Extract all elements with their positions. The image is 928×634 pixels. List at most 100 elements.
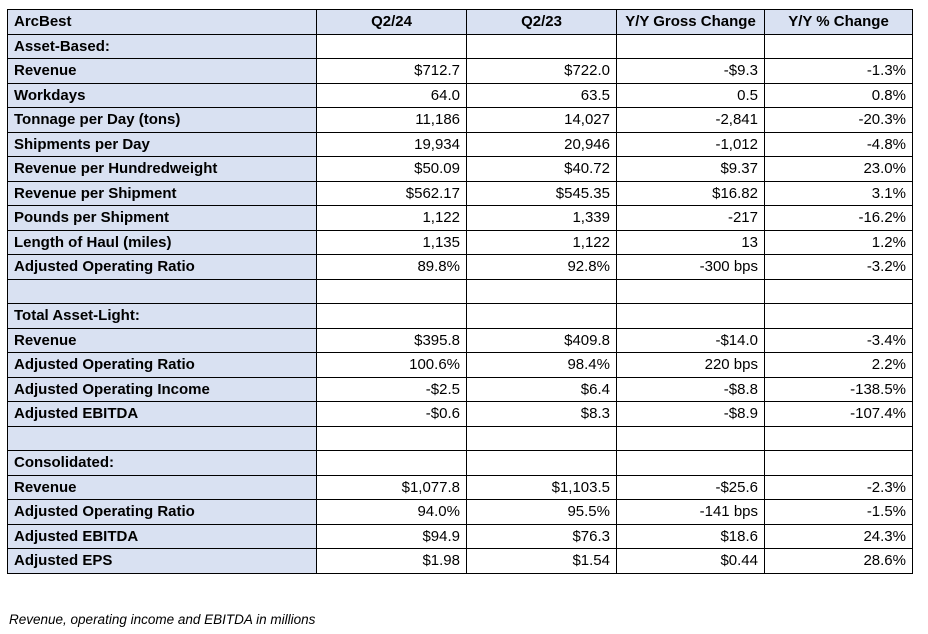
value-cell xyxy=(316,33,467,59)
table-row: Adjusted Operating Ratio 100.6% 98.4% 220 b… xyxy=(7,352,913,378)
value-cell: 92.8% xyxy=(466,254,617,280)
value-cell: $562.17 xyxy=(316,180,467,206)
value-cell: $712.7 xyxy=(316,58,467,84)
row-label-cell: Total Asset-Light: xyxy=(7,303,317,329)
column-header-q2-24: Q2/24 xyxy=(316,9,467,35)
value-cell: $94.9 xyxy=(316,523,467,549)
value-cell: 2.2% xyxy=(764,352,913,378)
column-header-company: ArcBest xyxy=(7,9,317,35)
section-row: Total Asset-Light: xyxy=(7,303,913,329)
arcbest-financial-table: ArcBest Q2/24 Q2/23 Y/Y Gross Change Y/Y… xyxy=(7,9,913,574)
row-label-cell: Adjusted EBITDA xyxy=(7,401,317,427)
value-cell: 1,135 xyxy=(316,229,467,255)
row-label-cell: Adjusted EBITDA xyxy=(7,523,317,549)
value-cell: 20,946 xyxy=(466,131,617,157)
value-cell: 100.6% xyxy=(316,352,467,378)
row-label-cell: Revenue xyxy=(7,58,317,84)
table-row: Pounds per Shipment 1,122 1,339 -217 -16.2% xyxy=(7,205,913,231)
value-cell: $16.82 xyxy=(616,180,765,206)
value-cell: -$9.3 xyxy=(616,58,765,84)
table-header-row: ArcBest Q2/24 Q2/23 Y/Y Gross Change Y/Y… xyxy=(7,9,913,35)
value-cell: -141 bps xyxy=(616,499,765,525)
value-cell: 0.5 xyxy=(616,82,765,108)
value-cell xyxy=(466,33,617,59)
value-cell: 3.1% xyxy=(764,180,913,206)
value-cell: -2,841 xyxy=(616,107,765,133)
value-cell: -16.2% xyxy=(764,205,913,231)
value-cell: 23.0% xyxy=(764,156,913,182)
value-cell: 24.3% xyxy=(764,523,913,549)
value-cell: $9.37 xyxy=(616,156,765,182)
value-cell xyxy=(316,303,467,329)
value-cell: 1,122 xyxy=(466,229,617,255)
row-label-cell: Adjusted EPS xyxy=(7,548,317,574)
row-label-cell: Revenue per Shipment xyxy=(7,180,317,206)
value-cell xyxy=(466,425,617,451)
table-row: Revenue $395.8 $409.8 -$14.0 -3.4% xyxy=(7,327,913,353)
value-cell: 94.0% xyxy=(316,499,467,525)
table-row: Workdays 64.0 63.5 0.5 0.8% xyxy=(7,82,913,108)
row-label-cell: Workdays xyxy=(7,82,317,108)
value-cell xyxy=(616,278,765,304)
value-cell: $6.4 xyxy=(466,376,617,402)
value-cell: 19,934 xyxy=(316,131,467,157)
value-cell xyxy=(316,425,467,451)
footnote: Revenue, operating income and EBITDA in … xyxy=(9,612,316,627)
value-cell xyxy=(616,33,765,59)
value-cell: $545.35 xyxy=(466,180,617,206)
value-cell: -2.3% xyxy=(764,474,913,500)
table-row: Revenue $1,077.8 $1,103.5 -$25.6 -2.3% xyxy=(7,474,913,500)
value-cell: -$8.9 xyxy=(616,401,765,427)
value-cell: -$0.6 xyxy=(316,401,467,427)
table-header: ArcBest Q2/24 Q2/23 Y/Y Gross Change Y/Y… xyxy=(7,9,913,35)
value-cell: $1,103.5 xyxy=(466,474,617,500)
value-cell: $76.3 xyxy=(466,523,617,549)
value-cell xyxy=(764,303,913,329)
row-label-cell: Adjusted Operating Ratio xyxy=(7,499,317,525)
table-row: Adjusted EPS $1.98 $1.54 $0.44 28.6% xyxy=(7,548,913,574)
value-cell: $40.72 xyxy=(466,156,617,182)
row-label-cell: Asset-Based: xyxy=(7,33,317,59)
value-cell: -3.4% xyxy=(764,327,913,353)
column-header-gross-change: Y/Y Gross Change xyxy=(616,9,765,35)
column-header-q2-23: Q2/23 xyxy=(466,9,617,35)
value-cell: -$2.5 xyxy=(316,376,467,402)
row-label-cell: Consolidated: xyxy=(7,450,317,476)
value-cell xyxy=(466,303,617,329)
value-cell: $50.09 xyxy=(316,156,467,182)
value-cell: $0.44 xyxy=(616,548,765,574)
table-row: Adjusted Operating Ratio 94.0% 95.5% -141 b… xyxy=(7,499,913,525)
row-label-cell xyxy=(7,278,317,304)
row-label-cell: Adjusted Operating Ratio xyxy=(7,254,317,280)
value-cell xyxy=(466,450,617,476)
value-cell: -1.3% xyxy=(764,58,913,84)
value-cell: $1.98 xyxy=(316,548,467,574)
value-cell: $395.8 xyxy=(316,327,467,353)
row-label-cell: Adjusted Operating Ratio xyxy=(7,352,317,378)
value-cell xyxy=(764,33,913,59)
row-label-cell: Revenue xyxy=(7,327,317,353)
row-label-cell: Adjusted Operating Income xyxy=(7,376,317,402)
value-cell: 11,186 xyxy=(316,107,467,133)
value-cell: $1,077.8 xyxy=(316,474,467,500)
value-cell: 1,122 xyxy=(316,205,467,231)
value-cell: -1,012 xyxy=(616,131,765,157)
value-cell xyxy=(616,303,765,329)
row-label-cell: Revenue xyxy=(7,474,317,500)
value-cell: -20.3% xyxy=(764,107,913,133)
value-cell: $722.0 xyxy=(466,58,617,84)
value-cell: 95.5% xyxy=(466,499,617,525)
row-label-cell: Revenue per Hundredweight xyxy=(7,156,317,182)
row-label-cell: Pounds per Shipment xyxy=(7,205,317,231)
value-cell xyxy=(764,450,913,476)
value-cell: $1.54 xyxy=(466,548,617,574)
table-row: Adjusted EBITDA -$0.6 $8.3 -$8.9 -107.4% xyxy=(7,401,913,427)
value-cell: -$14.0 xyxy=(616,327,765,353)
section-row: Asset-Based: xyxy=(7,33,913,59)
row-label-cell: Shipments per Day xyxy=(7,131,317,157)
value-cell: 1,339 xyxy=(466,205,617,231)
table-row: Tonnage per Day (tons) 11,186 14,027 -2,841… xyxy=(7,107,913,133)
value-cell: 89.8% xyxy=(316,254,467,280)
value-cell xyxy=(316,278,467,304)
table-row: Adjusted Operating Income -$2.5 $6.4 -$8.8-… xyxy=(7,376,913,402)
